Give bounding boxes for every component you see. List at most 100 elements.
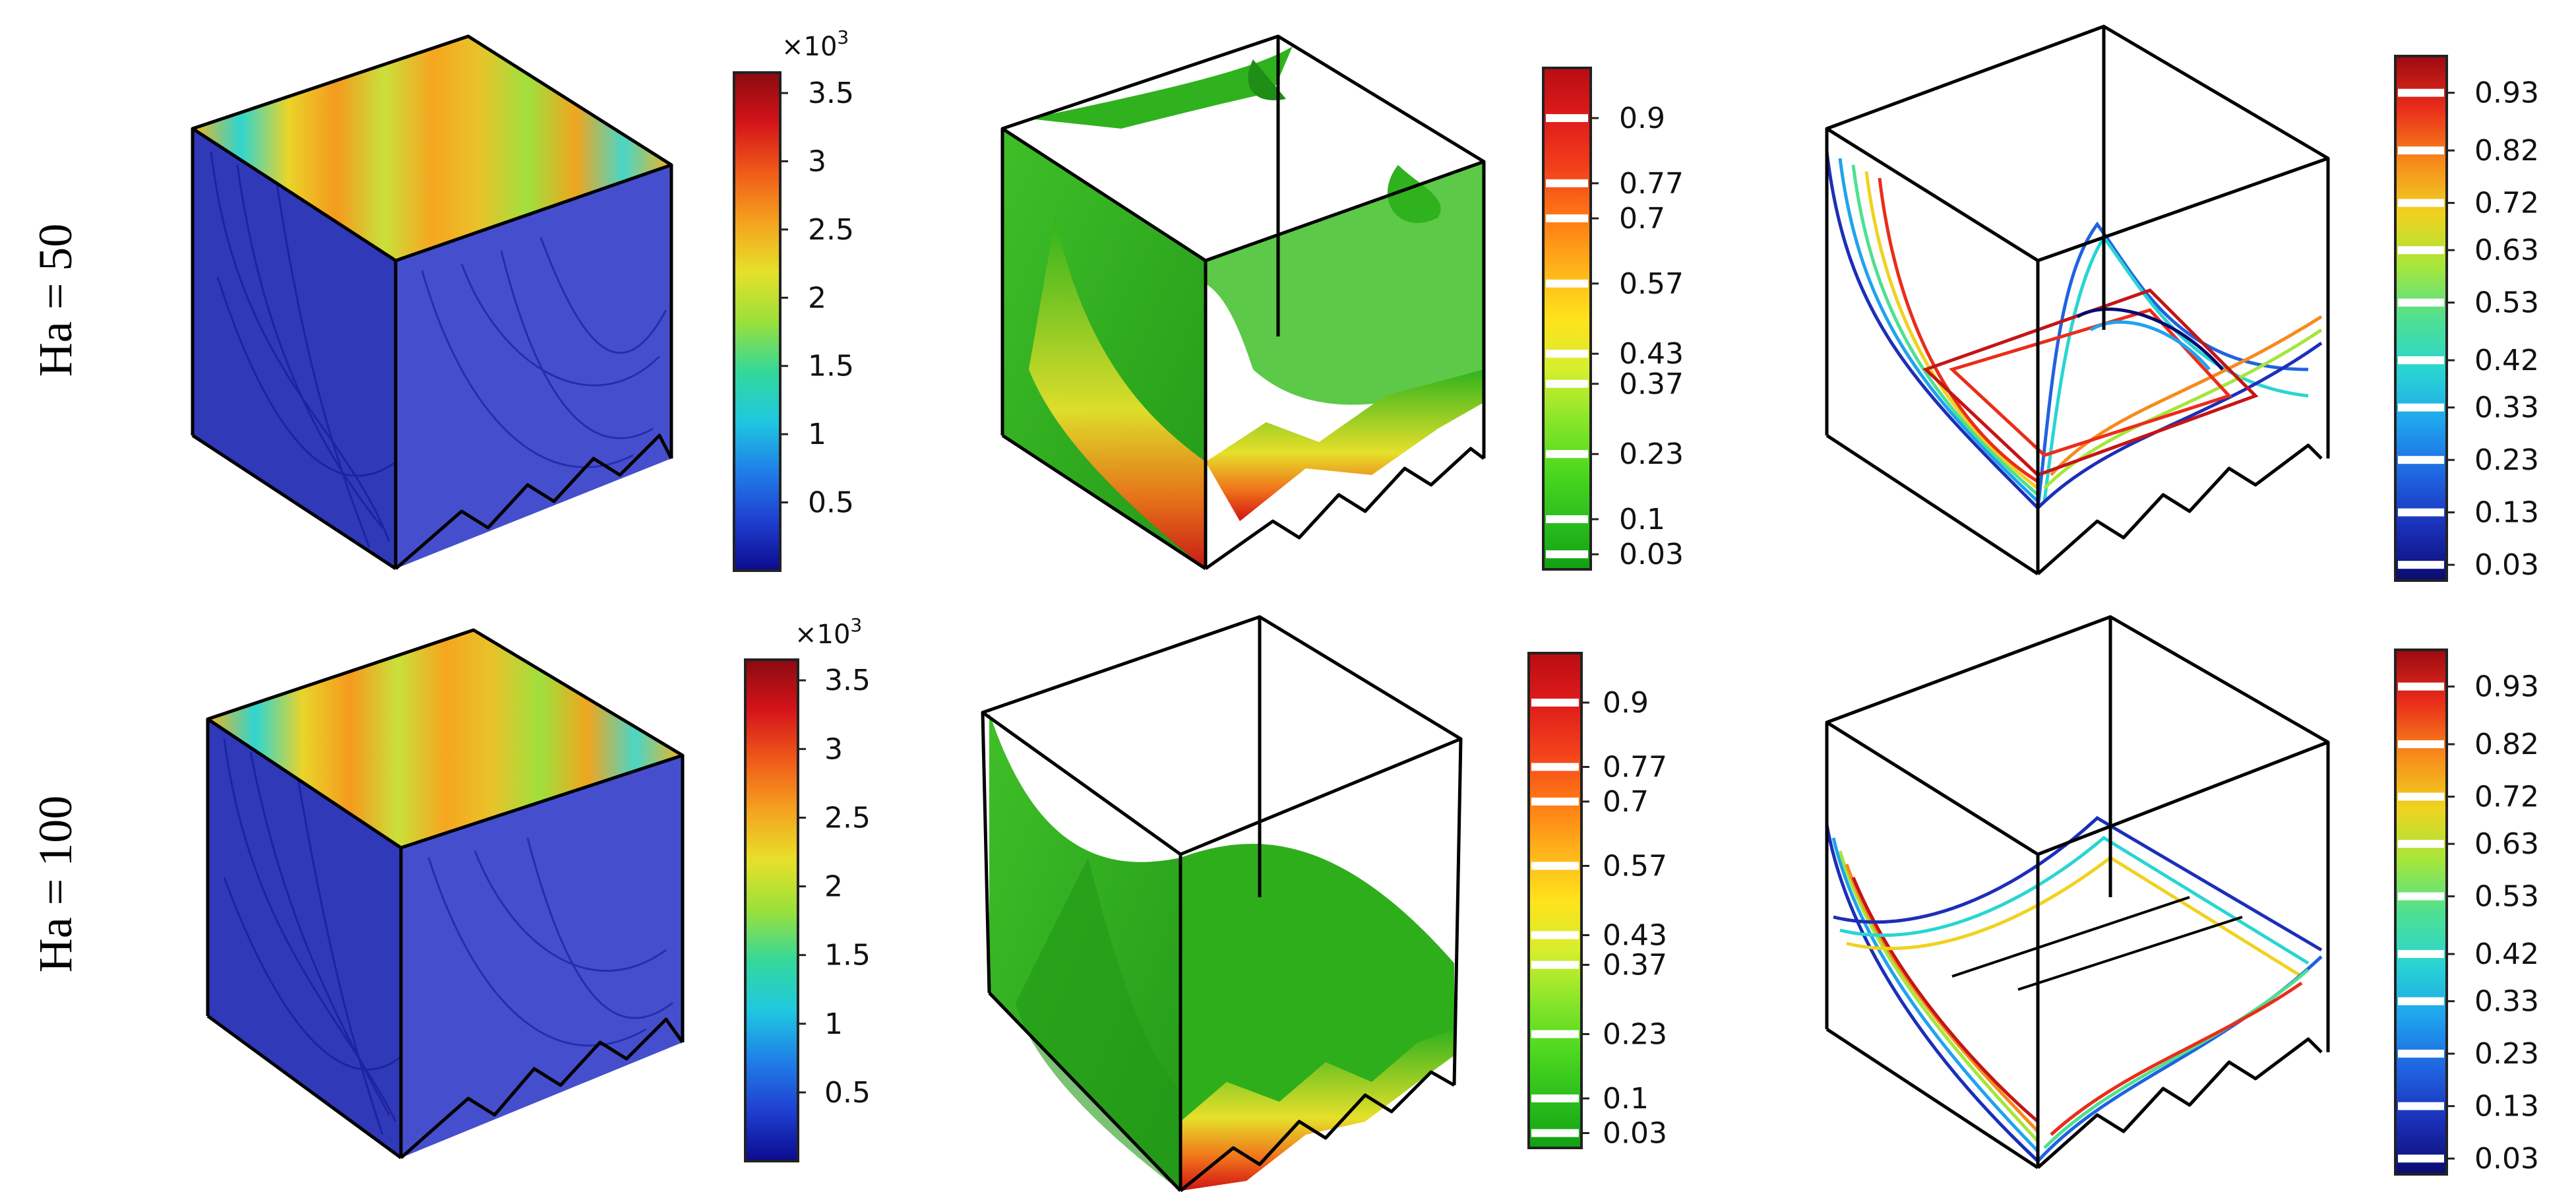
colorbar-tick-label: 0.63: [2474, 234, 2539, 267]
colorbar-contour-band: [1546, 114, 1588, 122]
colorbar-contour-band: [1531, 798, 1579, 806]
streamline-cube-ha100: [206, 628, 685, 1160]
colorbar-tick-label: 0.57: [1603, 850, 1667, 883]
colorbar-contour-band: [2398, 246, 2444, 255]
colorbar-tick-label: 0.5: [808, 486, 854, 520]
colorbar-contour-band: [2398, 740, 2444, 749]
colorbar-tick-label: 0.82: [2474, 728, 2539, 761]
colorbar-multiplier: ×103: [782, 26, 849, 62]
colorbar-tick-label: 0.23: [2474, 1037, 2539, 1071]
colorbar-contour-band: [1531, 961, 1579, 969]
colorbar-multiplier: ×103: [795, 614, 862, 650]
colorbar-tick-label: 1.5: [808, 350, 854, 383]
colorbar-contour-band: [1546, 450, 1588, 459]
colorbar-contour-band: [1546, 350, 1588, 358]
colorbar-tick-label: 0.03: [2474, 1142, 2539, 1176]
colorbar-contour-band: [1531, 1129, 1579, 1137]
colorbar-tick-label: 0.42: [2474, 937, 2539, 971]
colorbar-contour-band: [1546, 279, 1588, 288]
colorbar-tick-label: 3: [824, 732, 843, 766]
colorbar-tick-label: 3.5: [808, 77, 854, 110]
colorbar-tick-label: 0.63: [2474, 827, 2539, 861]
colorbar-tick-label: 0.33: [2474, 985, 2539, 1019]
colorbar-tick-label: 3: [808, 144, 826, 178]
colorbar-contour-band: [1531, 862, 1579, 870]
colorbar-contour-band: [1546, 214, 1588, 222]
colorbar-tick-label: 0.43: [1603, 919, 1667, 953]
colorbar-contour-band: [2398, 792, 2444, 801]
colorbar-contour-band: [2398, 1155, 2444, 1163]
colorbar-contour-band: [2398, 146, 2444, 155]
colorbar-tick-label: 0.7: [1603, 785, 1649, 819]
colorbar-tick-label: 0.72: [2474, 187, 2539, 220]
colorbar-tick-label: 0.9: [1603, 686, 1649, 720]
colorbar-contour-band: [2398, 1050, 2444, 1058]
colorbar-tick-label: 0.37: [1619, 367, 1684, 401]
colorbar-contour-band: [1531, 699, 1579, 707]
colorbar-contour-band: [1546, 550, 1588, 559]
colorbar-tick-label: 0.23: [1619, 437, 1684, 471]
colorbar-tick-label: 0.53: [2474, 286, 2539, 320]
colorbar-contour-band: [2398, 298, 2444, 307]
colorbar-isosurface-ha100: 0.9 0.770.7 0.57 0.430.37 0.23 0.10.03: [1527, 652, 1667, 1151]
colorbar-tick-label: 0.13: [2474, 496, 2539, 530]
colorbar-tick-label: 0.03: [2474, 548, 2539, 582]
colorbar-tick-label: 0.03: [1619, 538, 1684, 571]
colorbar-contour-band: [2398, 950, 2444, 959]
colorbar-contour-band: [2398, 892, 2444, 901]
colorbar-tick-label: 0.1: [1619, 503, 1665, 536]
colorbar-tick-label: 0.42: [2474, 344, 2539, 377]
colorbar-tick-label: 1: [808, 418, 826, 451]
colorbar-contour-band: [2398, 199, 2444, 207]
colorbar-tick-label: 2.5: [808, 213, 854, 247]
colorbar-tick-label: 0.93: [2474, 670, 2539, 704]
colorbar-contour-band: [2398, 561, 2444, 569]
colorbar-tick-label: 0.43: [1619, 337, 1684, 371]
colorbar-contour-band: [2398, 356, 2444, 365]
colorbar-contour-band: [2398, 1102, 2444, 1110]
row-label-ha50: Ha = 50: [29, 224, 82, 377]
colorbar-tick-label: 0.23: [1603, 1018, 1667, 1052]
isosurface-cube-ha50: [1000, 34, 1486, 571]
colorbar-contour-band: [2398, 88, 2444, 97]
colorbar-contour-ha50: 0.93 0.82 0.72 0.63 0.53 0.42 0.33 0.23 0.13 0.03: [2394, 55, 2539, 582]
colorbar-tick-label: 0.33: [2474, 391, 2539, 425]
colorbar-tick-label: 0.23: [2474, 443, 2539, 477]
colorbar-contour-band: [1546, 179, 1588, 187]
contour-cube-ha50: [1825, 24, 2330, 576]
row-label-ha100: Ha = 100: [29, 796, 82, 973]
colorbar-contour-band: [2398, 456, 2444, 464]
colorbar-contour-band: [2398, 997, 2444, 1005]
colorbar-tick-label: 0.57: [1619, 267, 1684, 301]
colorbar-contour-band: [2398, 508, 2444, 517]
colorbar-contour-band: [1531, 1030, 1579, 1038]
colorbar-contour-band: [2398, 840, 2444, 848]
colorbar-contour-ha100: 0.93 0.82 0.72 0.63 0.53 0.42 0.33 0.23 0.13 0.03: [2394, 648, 2539, 1176]
colorbar-tick-label: 0.77: [1603, 751, 1667, 784]
colorbar-contour-band: [1546, 379, 1588, 388]
contour-cube-ha100: [1825, 615, 2330, 1170]
colorbar-tick-label: 0.9: [1619, 102, 1665, 135]
colorbar-contour-band: [1531, 763, 1579, 771]
colorbar-contour-band: [1531, 1094, 1579, 1102]
colorbar-contour-band: [2398, 682, 2444, 691]
colorbar-tick-label: 1: [824, 1007, 843, 1041]
colorbar-streamline-ha100: ×103 3.5 3 2.5 2 1.5 1 0.5: [744, 614, 871, 1162]
colorbar-tick-label: 0.5: [824, 1076, 871, 1110]
colorbar-tick-label: 2: [808, 281, 826, 315]
colorbar-tick-label: 0.77: [1619, 167, 1684, 201]
isosurface-cube-ha100: [981, 615, 1463, 1192]
colorbar-tick-label: 0.72: [2474, 780, 2539, 814]
colorbar-tick-label: 0.93: [2474, 77, 2539, 110]
colorbar-tick-label: 0.03: [1603, 1117, 1667, 1151]
colorbar-isosurface-ha50: 0.9 0.770.7 0.57 0.430.37 0.23 0.10.03: [1542, 67, 1684, 571]
colorbar-contour-band: [1531, 931, 1579, 939]
colorbar-streamline-ha50: ×103 3.5 3 2.5 2 1.5 1 0.5: [733, 26, 854, 572]
colorbar-tick-label: 2.5: [824, 801, 871, 835]
colorbar-contour-band: [1546, 515, 1588, 523]
colorbar-tick-label: 0.82: [2474, 134, 2539, 168]
colorbar-tick-label: 0.1: [1603, 1082, 1649, 1116]
colorbar-tick-label: 1.5: [824, 939, 871, 972]
colorbar-tick-label: 0.7: [1619, 202, 1665, 236]
